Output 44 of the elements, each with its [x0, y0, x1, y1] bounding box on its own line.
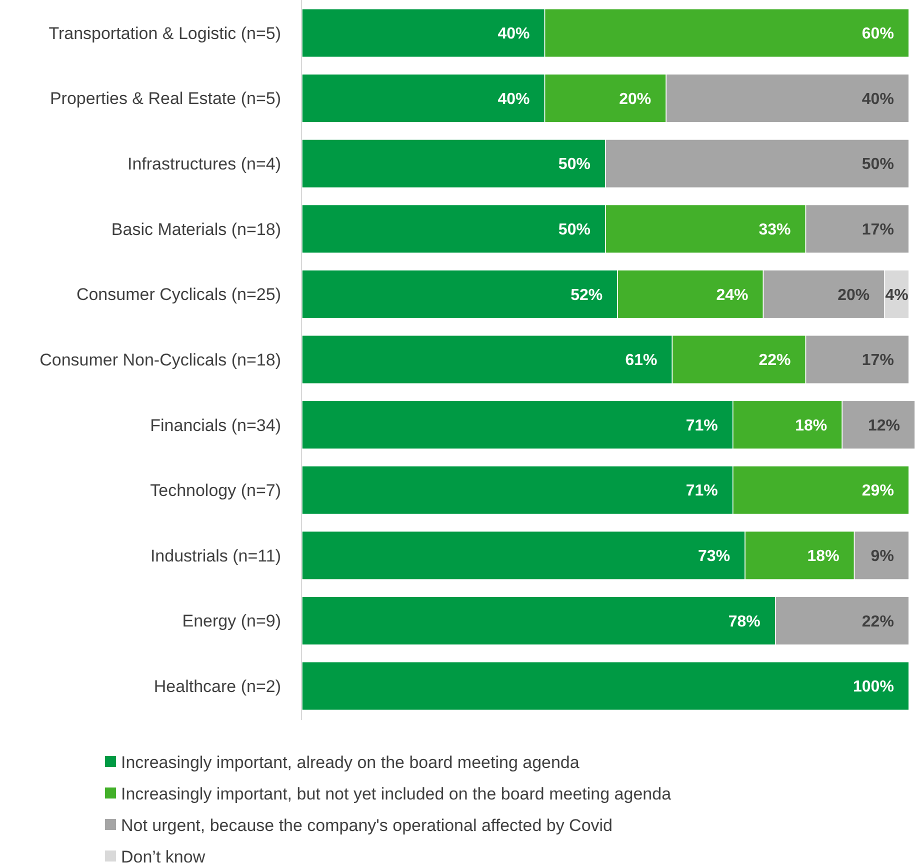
data-label: 50%	[862, 156, 894, 174]
data-label: 29%	[862, 482, 894, 500]
data-label: 40%	[498, 90, 530, 108]
y-tick-label: Consumer Cyclicals (n=25)	[76, 285, 281, 304]
data-label: 33%	[758, 222, 791, 238]
data-label: 22%	[862, 613, 894, 630]
y-tick-label: Industrials (n=11)	[150, 546, 281, 566]
data-label: 12%	[868, 417, 900, 434]
data-label: 4%	[885, 286, 908, 304]
data-label: 71%	[686, 417, 718, 434]
data-label: 50%	[558, 156, 590, 174]
data-label: 40%	[862, 90, 894, 108]
data-label: 50%	[558, 222, 590, 238]
data-label: 61%	[625, 352, 658, 370]
legend-label: Increasingly important, but not yet included on the board meeting agenda	[121, 784, 672, 804]
y-tick-label: Transportation & Logistic (n=5)	[48, 24, 281, 43]
y-tick-label: Infrastructures (n=4)	[127, 154, 281, 174]
data-label: 22%	[758, 352, 791, 370]
y-tick-label: Technology (n=7)	[150, 481, 281, 500]
data-label: 17%	[862, 222, 894, 238]
bar	[302, 661, 910, 711]
data-label: 52%	[570, 286, 603, 304]
data-label: 71%	[686, 482, 718, 500]
data-label: 20%	[838, 286, 870, 304]
data-label: 40%	[498, 26, 530, 43]
data-label: 18%	[807, 548, 840, 565]
data-label: 18%	[795, 417, 828, 434]
data-label: 60%	[862, 26, 894, 43]
data-label: 73%	[698, 548, 730, 565]
data-label: 24%	[716, 286, 748, 304]
data-label: 17%	[862, 352, 894, 370]
data-label: 9%	[870, 548, 894, 565]
y-tick-label: Financials (n=34)	[150, 416, 281, 435]
legend-label: Don’t know	[121, 847, 206, 864]
y-tick-label: Basic Materials (n=18)	[111, 220, 281, 239]
data-label: 78%	[728, 613, 760, 630]
data-label: 20%	[619, 90, 652, 108]
legend-label: Not urgent, because the company's operational affected by Covid	[121, 816, 613, 835]
data-label: 100%	[853, 678, 894, 696]
y-tick-label: Healthcare (n=2)	[154, 676, 281, 696]
y-tick-label: Consumer Non-Cyclicals (n=18)	[40, 350, 281, 370]
y-tick-label: Properties & Real Estate (n=5)	[50, 89, 281, 108]
text: Increasingly important, already on the board meeting agenda	[121, 752, 580, 772]
y-tick-label: Energy (n=9)	[182, 612, 281, 631]
